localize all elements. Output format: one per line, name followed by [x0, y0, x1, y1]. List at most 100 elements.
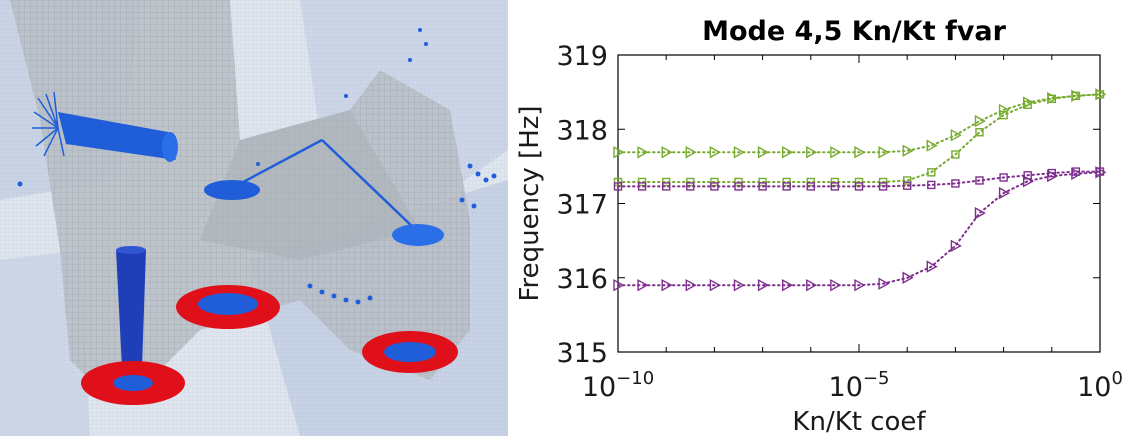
- series-3-point: [613, 182, 623, 191]
- series-4-point: [637, 278, 649, 292]
- series-4-point: [661, 278, 673, 292]
- series-3-point: [927, 180, 936, 190]
- y-tick-label: 317: [556, 190, 608, 221]
- x-tick-exponent: 0: [1111, 368, 1122, 389]
- series-4-point: [926, 260, 938, 273]
- x-tick-base: 10: [1077, 372, 1111, 403]
- series-layer: [613, 88, 1107, 292]
- series-2: [613, 90, 1105, 187]
- series-2-point: [686, 177, 695, 187]
- series-4-point: [613, 278, 625, 292]
- series-3-point: [951, 179, 960, 188]
- x-axis-label: Kn/Kt coef: [792, 407, 926, 436]
- series-4-point: [854, 278, 866, 292]
- series-1: [613, 88, 1107, 159]
- series-1-point: [685, 146, 697, 159]
- y-axis-label: Frequency [Hz]: [515, 105, 545, 301]
- series-1-point: [950, 129, 962, 142]
- x-tick-label: 100: [1077, 368, 1123, 403]
- series-1-point: [781, 146, 794, 159]
- x-tick-base: 10: [582, 372, 616, 403]
- series-2-point: [975, 128, 984, 137]
- series-1-point: [830, 146, 842, 159]
- series-2-point: [661, 177, 671, 187]
- y-axis: 315 316 317 318 319: [556, 41, 1100, 369]
- series-1-point: [757, 146, 770, 159]
- series-2-point: [1023, 100, 1032, 109]
- x-tick-exponent: −10: [616, 368, 654, 389]
- series-1-line: [617, 93, 1101, 154]
- series-4-point: [1071, 167, 1083, 180]
- series-3-point: [878, 182, 888, 191]
- series-4-point: [902, 271, 914, 284]
- series-2-point: [951, 150, 960, 159]
- series-1-point: [709, 146, 721, 159]
- series-4-point: [806, 278, 818, 292]
- series-2-point: [782, 177, 791, 187]
- series-1-point: [878, 146, 890, 159]
- series-4-point: [1095, 166, 1107, 179]
- series-3-point: [734, 182, 743, 191]
- chart-panel: Mode 4,5 Kn/Kt fvar 315 316 317 318 319 10−1…: [508, 0, 1132, 437]
- x-tick-label: 10−10: [582, 368, 654, 403]
- series-2-point: [637, 177, 647, 187]
- y-tick-label: 319: [556, 41, 608, 72]
- fem-mesh-view: [0, 0, 508, 436]
- bolt-spider-icon: [32, 91, 65, 157]
- series-3-point: [686, 182, 695, 191]
- series-1-point: [998, 103, 1011, 117]
- series-4-point: [998, 186, 1011, 200]
- series-1-point: [854, 146, 866, 159]
- series-4-point: [781, 278, 794, 292]
- series-3-point: [758, 182, 767, 191]
- x-tick-base: 10: [829, 372, 863, 403]
- series-4-point: [1047, 169, 1059, 183]
- series-4-point: [830, 278, 842, 292]
- x-tick-exponent: −5: [863, 368, 890, 389]
- series-3-point: [806, 182, 815, 191]
- series-1-point: [661, 146, 673, 159]
- fem-mesh-icon: [0, 0, 508, 436]
- series-4-point: [757, 278, 770, 292]
- chart-title: Mode 4,5 Kn/Kt fvar: [702, 16, 1006, 47]
- series-4-point: [974, 206, 986, 220]
- series-3-point: [999, 173, 1008, 182]
- series-3-point: [854, 182, 864, 191]
- series-4-point: [709, 278, 721, 292]
- series-2-point: [758, 177, 767, 187]
- washer-pad-icon: [81, 285, 458, 405]
- series-2-line: [617, 93, 1101, 183]
- series-1-point: [902, 144, 914, 157]
- x-axis: 10−10 10−5 100: [582, 55, 1123, 403]
- series-1-point: [806, 146, 818, 159]
- series-3-point: [830, 182, 840, 191]
- series-3-point: [903, 181, 912, 190]
- series-2-point: [830, 177, 840, 187]
- y-tick-label: 318: [556, 115, 608, 146]
- series-2-point: [1047, 94, 1056, 104]
- series-3-point: [710, 182, 719, 191]
- series-1-point: [613, 146, 625, 159]
- series-4-point: [685, 278, 697, 292]
- series-3-point: [782, 182, 791, 191]
- series-4-point: [950, 239, 962, 253]
- series-2-point: [999, 110, 1008, 120]
- y-tick-label: 316: [556, 264, 608, 295]
- series-3-point: [637, 182, 647, 191]
- series-4-point: [733, 278, 745, 292]
- series-2-point: [903, 176, 912, 185]
- series-3-point: [975, 176, 984, 185]
- series-1-point: [733, 146, 745, 159]
- series-3-point: [661, 182, 671, 191]
- y-tick-label: 315: [556, 338, 608, 369]
- series-2-point: [927, 168, 936, 177]
- series-4-point: [878, 277, 890, 290]
- series-2-point: [1071, 91, 1081, 101]
- series-1-point: [637, 146, 649, 159]
- series-2-point: [1095, 90, 1105, 99]
- series-4-line: [617, 171, 1101, 287]
- series-1-point: [974, 114, 986, 128]
- series-2-point: [806, 177, 815, 187]
- x-tick-label: 10−5: [829, 368, 890, 403]
